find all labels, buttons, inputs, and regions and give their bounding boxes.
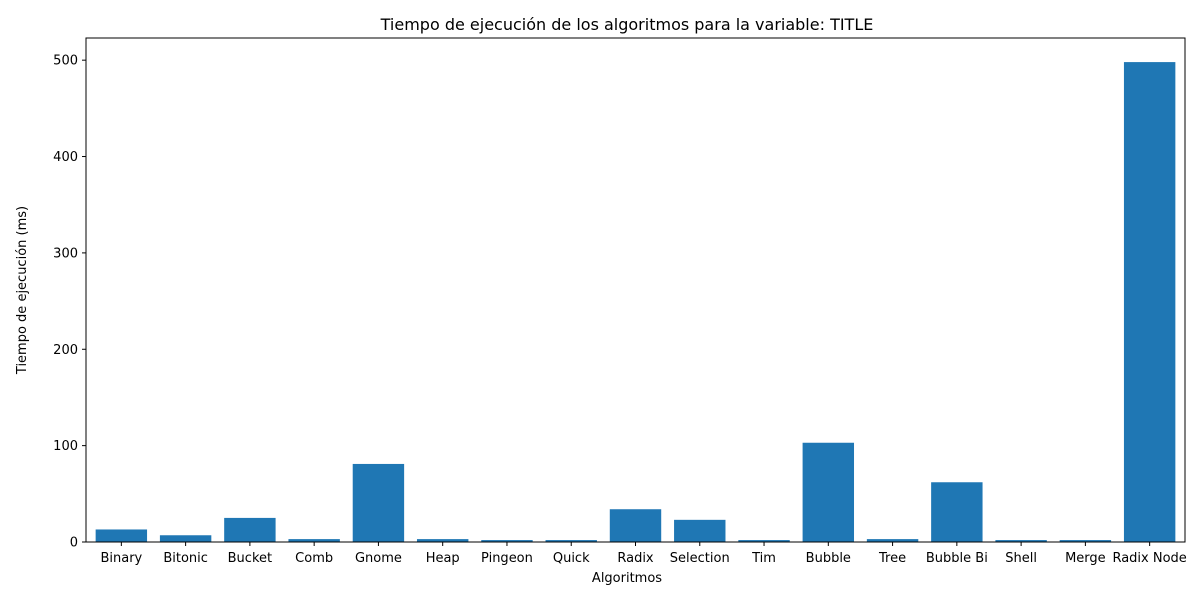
x-tick-label: Bubble bbox=[806, 551, 851, 566]
bar-radix bbox=[609, 509, 662, 542]
y-tick-label: 200 bbox=[53, 343, 78, 358]
bar-bubble bbox=[802, 442, 855, 542]
x-tick-label: Merge bbox=[1065, 551, 1106, 566]
bar-radix-node bbox=[1123, 62, 1176, 543]
y-tick-label: 400 bbox=[53, 150, 78, 165]
x-tick-label: Pingeon bbox=[481, 551, 533, 566]
x-tick-label: Bitonic bbox=[163, 551, 208, 566]
x-tick-label: Binary bbox=[100, 551, 142, 566]
bar-bubble-bi bbox=[931, 482, 983, 542]
bar-tree bbox=[866, 539, 919, 542]
x-tick-label: Comb bbox=[295, 551, 333, 566]
chart-title: Tiempo de ejecución de los algoritmos pa… bbox=[380, 15, 874, 34]
bar-pingeon bbox=[481, 540, 533, 542]
bar-merge bbox=[1059, 540, 1112, 542]
x-tick-label: Bubble Bi bbox=[926, 551, 988, 566]
bar-gnome bbox=[352, 463, 405, 542]
bar-selection bbox=[674, 519, 726, 542]
x-tick-label: Heap bbox=[426, 551, 460, 566]
bar-bitonic bbox=[159, 535, 212, 542]
bar-shell bbox=[995, 540, 1047, 542]
bar-quick bbox=[545, 540, 597, 542]
x-tick-label: Selection bbox=[670, 551, 730, 566]
bar-bucket bbox=[224, 517, 276, 542]
y-tick-label: 300 bbox=[53, 246, 78, 261]
y-tick-label: 500 bbox=[53, 54, 78, 69]
x-tick-label: Quick bbox=[553, 551, 590, 566]
x-tick-label: Radix bbox=[617, 551, 654, 566]
y-tick-label: 0 bbox=[70, 536, 78, 551]
bar-tim bbox=[738, 540, 790, 542]
y-axis-label: Tiempo de ejecución (ms) bbox=[15, 206, 30, 375]
bar-heap bbox=[416, 539, 469, 542]
x-tick-label: Tim bbox=[751, 551, 776, 566]
x-axis-label: Algoritmos bbox=[592, 571, 662, 586]
y-tick-label: 100 bbox=[53, 439, 78, 454]
x-axis-ticks: Binary Bitonic Bucket Comb Gnome Heap Pingeon Q… bbox=[100, 542, 1187, 566]
y-axis-ticks: 0 100 200 300 400 500 bbox=[53, 54, 86, 551]
bar-comb bbox=[288, 539, 340, 542]
x-tick-label: Bucket bbox=[228, 551, 272, 566]
bar-binary bbox=[95, 529, 148, 542]
bars-group bbox=[95, 62, 1176, 543]
plot-frame bbox=[85, 37, 1186, 543]
x-tick-label: Radix Node bbox=[1112, 551, 1186, 566]
x-tick-label: Shell bbox=[1005, 551, 1037, 566]
x-tick-label: Gnome bbox=[355, 551, 402, 566]
x-tick-label: Tree bbox=[878, 551, 906, 566]
